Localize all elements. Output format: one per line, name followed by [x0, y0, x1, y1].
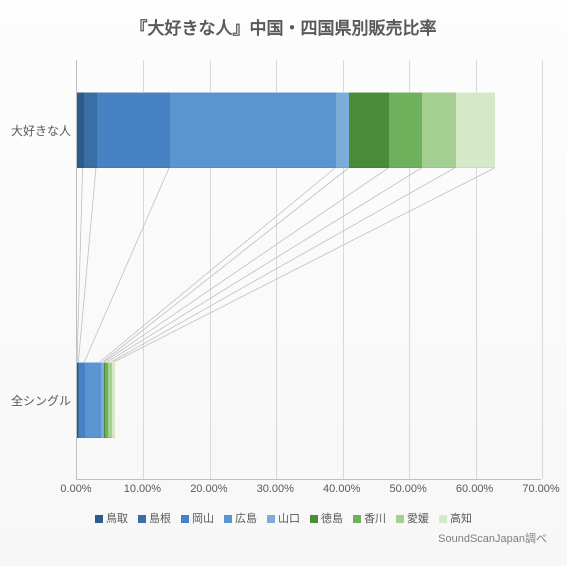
legend-label: 香川 [364, 513, 386, 525]
x-tick-label: 60.00% [456, 483, 493, 495]
bar-segment-広島 [85, 362, 100, 438]
legend-swatch [267, 515, 275, 523]
bar-segment-愛媛 [422, 92, 455, 168]
x-tick-label: 30.00% [257, 483, 294, 495]
x-tick-label: 0.00% [60, 483, 91, 495]
legend-label: 岡山 [192, 513, 214, 525]
legend-item-香川: 香川 [353, 510, 386, 526]
legend-label: 愛媛 [407, 513, 429, 525]
bar-segment-広島 [170, 92, 336, 168]
bar-segment-香川 [389, 92, 422, 168]
legend-item-高知: 高知 [439, 510, 472, 526]
legend-label: 鳥取 [106, 513, 128, 525]
legend-label: 広島 [235, 513, 257, 525]
legend-item-島根: 島根 [138, 510, 171, 526]
legend-swatch [353, 515, 361, 523]
x-tick-label: 20.00% [190, 483, 227, 495]
legend-swatch [439, 515, 447, 523]
legend-item-広島: 広島 [224, 510, 257, 526]
legend-label: 島根 [149, 513, 171, 525]
legend-swatch [138, 515, 146, 523]
bar-segment-高知 [112, 362, 115, 438]
legend-swatch [95, 515, 103, 523]
bar-segment-鳥取 [77, 92, 84, 168]
chart-container: 『大好きな人』中国・四国県別販売比率 鳥取 島根 岡山 広島 山口 徳島 香川 愛媛 高知 So… [0, 0, 567, 566]
legend-item-愛媛: 愛媛 [396, 510, 429, 526]
bar-segment-徳島 [349, 92, 389, 168]
legend-label: 山口 [278, 513, 300, 525]
bar-segment-高知 [456, 92, 496, 168]
credit: SoundScanJapan調べ [438, 530, 547, 546]
bar-segment-岡山 [97, 92, 170, 168]
legend-swatch [396, 515, 404, 523]
gridline [542, 60, 543, 479]
legend-swatch [310, 515, 318, 523]
legend-label: 徳島 [321, 513, 343, 525]
bar-segment-島根 [84, 92, 97, 168]
legend-swatch [181, 515, 189, 523]
chart-title: 『大好きな人』中国・四国県別販売比率 [0, 14, 567, 39]
legend-item-岡山: 岡山 [181, 510, 214, 526]
plot-area [76, 60, 541, 480]
legend: 鳥取 島根 岡山 広島 山口 徳島 香川 愛媛 高知 [0, 510, 567, 526]
x-tick-label: 70.00% [522, 483, 559, 495]
legend-label: 高知 [450, 513, 472, 525]
bar-segment-山口 [336, 92, 349, 168]
x-tick-label: 10.00% [124, 483, 161, 495]
y-category-label: 大好きな人 [1, 122, 71, 139]
x-tick-label: 50.00% [389, 483, 426, 495]
y-category-label: 全シングル [1, 392, 71, 409]
legend-item-徳島: 徳島 [310, 510, 343, 526]
legend-item-山口: 山口 [267, 510, 300, 526]
legend-item-鳥取: 鳥取 [95, 510, 128, 526]
legend-swatch [224, 515, 232, 523]
x-tick-label: 40.00% [323, 483, 360, 495]
